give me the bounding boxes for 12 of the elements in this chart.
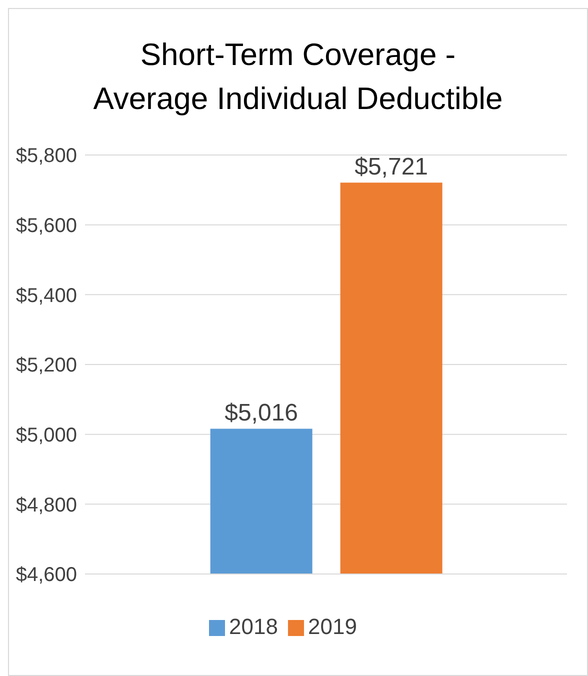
y-tick-label: $5,600 xyxy=(16,214,77,237)
data-label: $5,721 xyxy=(354,154,428,181)
y-tick-label: $5,200 xyxy=(16,354,77,377)
legend-label: 2018 xyxy=(229,614,278,639)
y-tick-label: $4,600 xyxy=(16,564,77,586)
legend-label: 2019 xyxy=(308,614,357,639)
y-tick-label: $5,400 xyxy=(16,284,77,307)
y-tick-label: $4,800 xyxy=(16,494,77,516)
data-label: $5,016 xyxy=(224,400,298,427)
chart-title: Short-Term Coverage - Average Individual Deductible xyxy=(92,36,504,118)
y-tick-label: $5,800 xyxy=(16,145,77,168)
y-tick-label: $5,000 xyxy=(16,424,77,446)
